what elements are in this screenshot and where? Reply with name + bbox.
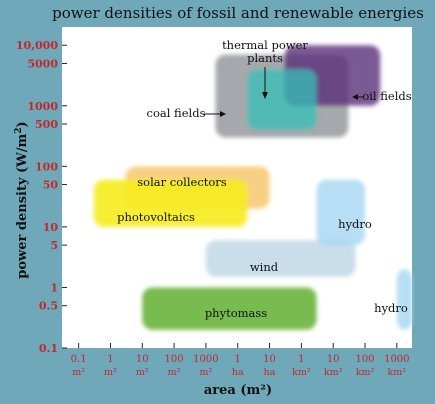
region-label-hydro-small: hydro (374, 301, 408, 315)
x-tick-label: 100 (165, 354, 184, 365)
region-label-solar-collectors: solar collectors (137, 175, 227, 189)
y-axis-label: power density (W/m2) (14, 121, 30, 278)
x-tick-unit: km² (388, 367, 407, 378)
y-tick-label: 50 (43, 179, 59, 192)
x-axis-label: area (m²) (204, 383, 272, 398)
region-label-photovoltaics: photovoltaics (117, 210, 195, 224)
x-tick-label: 1 (298, 354, 304, 365)
region-label-thermal-power-plants-line1: thermal power (222, 38, 308, 52)
y-tick-label: 10 (43, 221, 59, 234)
region-label-coal-fields: coal fields (147, 106, 206, 120)
region-label-phytomass: phytomass (205, 306, 267, 320)
x-tick-label: 1 (107, 354, 113, 365)
y-tick-label: 1 (50, 281, 58, 294)
x-tick-unit: km² (292, 367, 311, 378)
region-hydro-6 (316, 179, 366, 246)
region-label-wind: wind (250, 260, 279, 274)
region-label-thermal-power-plants-line2: plants (247, 51, 283, 65)
x-tick-label: 1 (235, 354, 241, 365)
x-tick-unit: m² (168, 367, 181, 378)
region-wind-5 (205, 240, 356, 277)
y-tick-label: 0.1 (39, 342, 58, 355)
x-tick-unit: km² (324, 367, 343, 378)
y-tick-label: 10,000 (16, 39, 58, 52)
x-tick-unit: ha (264, 367, 276, 378)
x-tick-label: 1000 (193, 354, 218, 365)
oil-arrow-head (352, 94, 358, 100)
x-tick-unit: km² (356, 367, 375, 378)
x-tick-label: 0.1 (71, 354, 87, 365)
labels-layer: thermal power plants coal fields oil fie… (117, 38, 412, 320)
y-tick-label: 1000 (27, 100, 58, 113)
region-thermal-power-plants-2 (247, 69, 317, 130)
x-tick-unit: m² (136, 367, 149, 378)
y-tick-label: 500 (35, 118, 58, 131)
thermal-arrow-head (262, 92, 268, 99)
y-axis: 0.1 0.5 1 5 10 50 100 500 1000 5000 10,000 (16, 39, 67, 355)
x-tick-unit: ha (232, 367, 244, 378)
y-tick-label: 100 (35, 160, 58, 173)
region-label-hydro-large: hydro (338, 217, 372, 231)
x-tick-label: 10 (327, 354, 340, 365)
x-tick-unit: m² (104, 367, 117, 378)
coal-arrow-head (220, 111, 226, 117)
y-tick-label: 5000 (27, 57, 58, 70)
regions-layer (93, 45, 412, 330)
chart-title: power densities of fossil and renewable … (52, 4, 424, 22)
x-axis: 0.1 m² 1 m² 10 m² 100 m² 1000 m² 1 ha 10 ha 1 km² 10 km² 1… (71, 343, 410, 378)
region-phytomass-7 (142, 287, 317, 330)
region-label-oil-fields: oil fields (362, 89, 411, 103)
x-tick-unit: m² (199, 367, 212, 378)
region-hydro-8 (396, 269, 412, 330)
x-tick-label: 100 (355, 354, 374, 365)
x-tick-unit: m² (72, 367, 85, 378)
x-tick-label: 1000 (384, 354, 409, 365)
x-tick-label: 10 (263, 354, 276, 365)
y-tick-label: 5 (50, 239, 58, 252)
x-tick-label: 10 (136, 354, 149, 365)
y-tick-label: 0.5 (39, 300, 58, 313)
region-photovoltaics-4 (93, 179, 248, 227)
